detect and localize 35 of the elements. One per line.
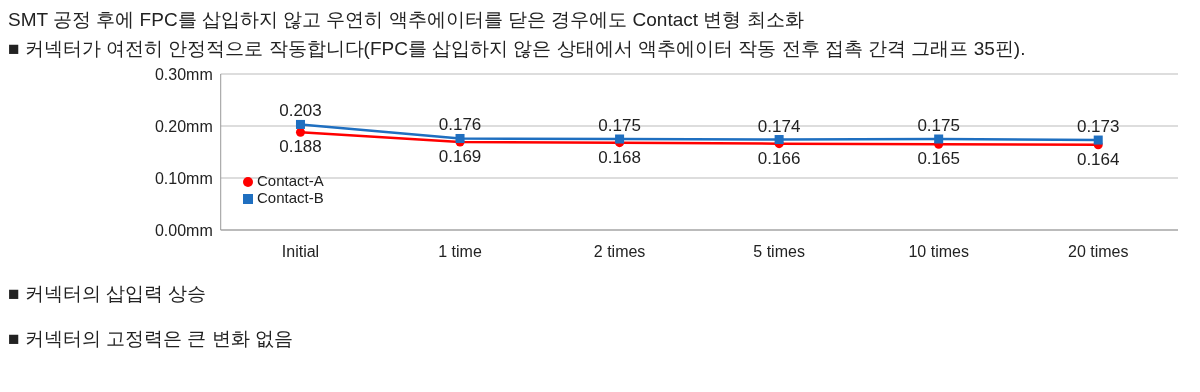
point: [295, 127, 305, 137]
text: ■ 커넥터의 고정력은 큰 변화 없음: [8, 327, 294, 350]
point: [1093, 135, 1103, 145]
x-tick-label: 2 times: [593, 243, 646, 261]
data-label: 0.188: [279, 137, 322, 157]
point: [295, 119, 305, 129]
point: [934, 134, 944, 144]
data-label: 0.176: [438, 115, 482, 135]
data-label: 0.164: [1076, 149, 1120, 169]
data-label: 0.175: [917, 116, 960, 135]
x-tick-label: 5 times: [753, 243, 805, 261]
y-tick-label: 0.00mm: [154, 221, 213, 239]
data-label: 0.166: [757, 148, 801, 168]
data-label: 0.203: [279, 101, 322, 121]
legend-label: Contact-A: [257, 172, 324, 189]
legend-label: Contact-B: [257, 189, 324, 206]
text: ■ 커넥터의 삽입력 상승: [8, 282, 208, 305]
data-label: 0.174: [757, 116, 801, 136]
x-tick-label: 20 times: [1067, 243, 1129, 261]
y-tick-label: 0.20mm: [154, 117, 213, 135]
data-label: 0.173: [1076, 117, 1120, 137]
y-tick-label: 0.30mm: [154, 65, 213, 83]
x-tick-label: 10 times: [908, 243, 969, 261]
chart-title: SMT 공정 후에 FPC를 삽입하지 않고 우연히 액추에이터를 닫은 경우에도 Contact 변형 최소화: [8, 8, 805, 31]
x-tick-label: 1 time: [438, 243, 482, 261]
point: [615, 134, 625, 144]
point: [455, 133, 465, 143]
point: [774, 135, 784, 145]
data-label: 0.169: [438, 147, 482, 167]
chart-subtitle: ■ 커넥터가 여전히 안정적으로 작동합니다(FPC를 삽입하지 않은 상태에서 액추에이터 작동 전후 접촉 간격 그래프 35핀).: [8, 37, 1027, 60]
y-tick-label: 0.10mm: [154, 169, 213, 187]
data-label: 0.168: [598, 147, 641, 167]
data-label: 0.175: [598, 116, 641, 135]
data-label: 0.165: [917, 149, 960, 169]
x-tick-label: Initial: [281, 243, 320, 261]
